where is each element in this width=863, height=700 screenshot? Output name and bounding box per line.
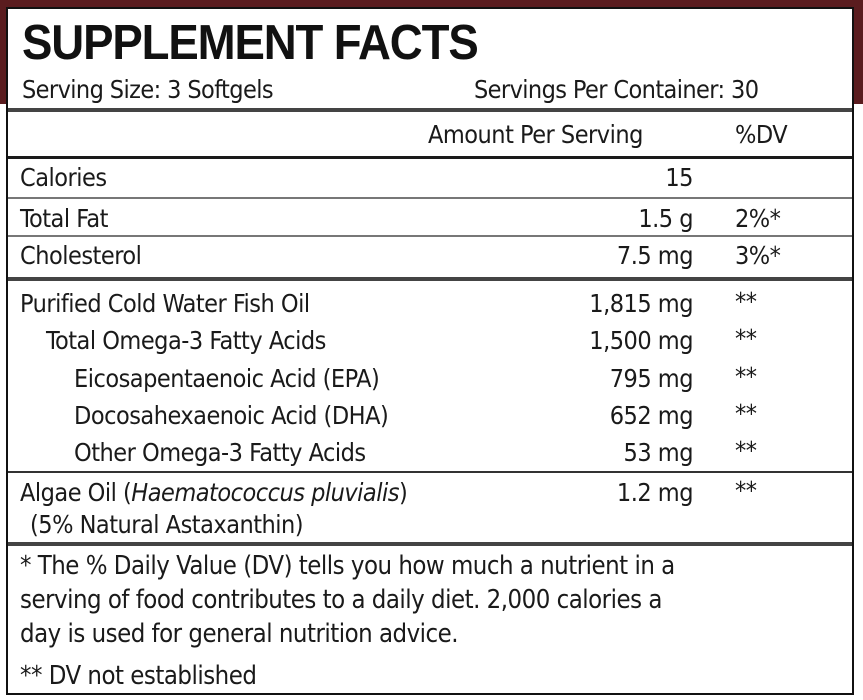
row-cholesterol-name: Cholesterol — [20, 241, 142, 270]
row-fish-oil-amount: 1,815 mg — [589, 289, 693, 318]
row-dha-amount: 652 mg — [609, 401, 694, 430]
row-fish-oil-name: Purified Cold Water Fish Oil — [20, 289, 310, 318]
row-total-fat-name: Total Fat — [20, 204, 108, 233]
row-algae-oil-name: Algae Oil (Haematococcus pluvialis) — [20, 478, 408, 507]
algae-oil-suffix: ) — [398, 478, 408, 507]
footnote-line-3: day is used for general nutrition advice… — [20, 619, 459, 649]
row-algae-oil-dv: ** — [735, 476, 757, 505]
row-epa-amount: 795 mg — [609, 364, 694, 393]
row-calories-amount: 15 — [665, 163, 693, 192]
algae-oil-prefix: Algae Oil ( — [20, 478, 132, 507]
footnote-line-2: serving of food contributes to a daily d… — [20, 585, 662, 615]
row-algae-oil-amount: 1.2 mg — [616, 478, 694, 507]
divider-fish-oil — [8, 471, 852, 473]
divider-total-fat — [8, 235, 852, 237]
supplement-facts-label: SUPPLEMENT FACTS Serving Size: 3 Softgel… — [6, 7, 854, 695]
row-omega3-dv: ** — [735, 324, 757, 353]
divider-algae-oil — [8, 542, 852, 546]
amount-per-serving-header: Amount Per Serving — [428, 120, 643, 149]
footnote-line-1: * The % Daily Value (DV) tells you how m… — [20, 551, 675, 581]
divider-column-headers — [8, 156, 852, 159]
dv-header: %DV — [735, 120, 788, 149]
divider-header — [8, 108, 852, 112]
label-title: SUPPLEMENT FACTS — [22, 16, 479, 70]
row-other-omega3-amount: 53 mg — [623, 438, 694, 467]
divider-cholesterol — [8, 277, 852, 281]
row-dha-name: Docosahexaenoic Acid (DHA) — [74, 401, 389, 430]
footnote-dv-not-established: ** DV not established — [20, 661, 257, 691]
row-cholesterol-amount: 7.5 mg — [616, 241, 694, 270]
row-total-fat-dv: 2%* — [735, 204, 781, 233]
row-other-omega3-dv: ** — [735, 436, 757, 465]
row-omega3-name: Total Omega-3 Fatty Acids — [46, 326, 326, 355]
row-epa-name: Eicosapentaenoic Acid (EPA) — [74, 364, 380, 393]
algae-oil-species: Haematococcus pluvialis — [131, 478, 399, 507]
row-epa-dv: ** — [735, 362, 757, 391]
row-algae-oil-name-line2: (5% Natural Astaxanthin) — [30, 510, 304, 539]
row-fish-oil-dv: ** — [735, 287, 757, 316]
servings-per-container: Servings Per Container: 30 — [474, 75, 759, 104]
row-calories-name: Calories — [20, 163, 107, 192]
serving-size: Serving Size: 3 Softgels — [22, 75, 274, 104]
row-dha-dv: ** — [735, 399, 757, 428]
row-total-fat-amount: 1.5 g — [638, 204, 693, 233]
row-omega3-amount: 1,500 mg — [589, 326, 693, 355]
footnote-daily-value: * The % Daily Value (DV) tells you how m… — [20, 549, 840, 651]
row-cholesterol-dv: 3%* — [735, 241, 781, 270]
divider-calories — [8, 197, 852, 199]
row-other-omega3-name: Other Omega-3 Fatty Acids — [74, 438, 366, 467]
